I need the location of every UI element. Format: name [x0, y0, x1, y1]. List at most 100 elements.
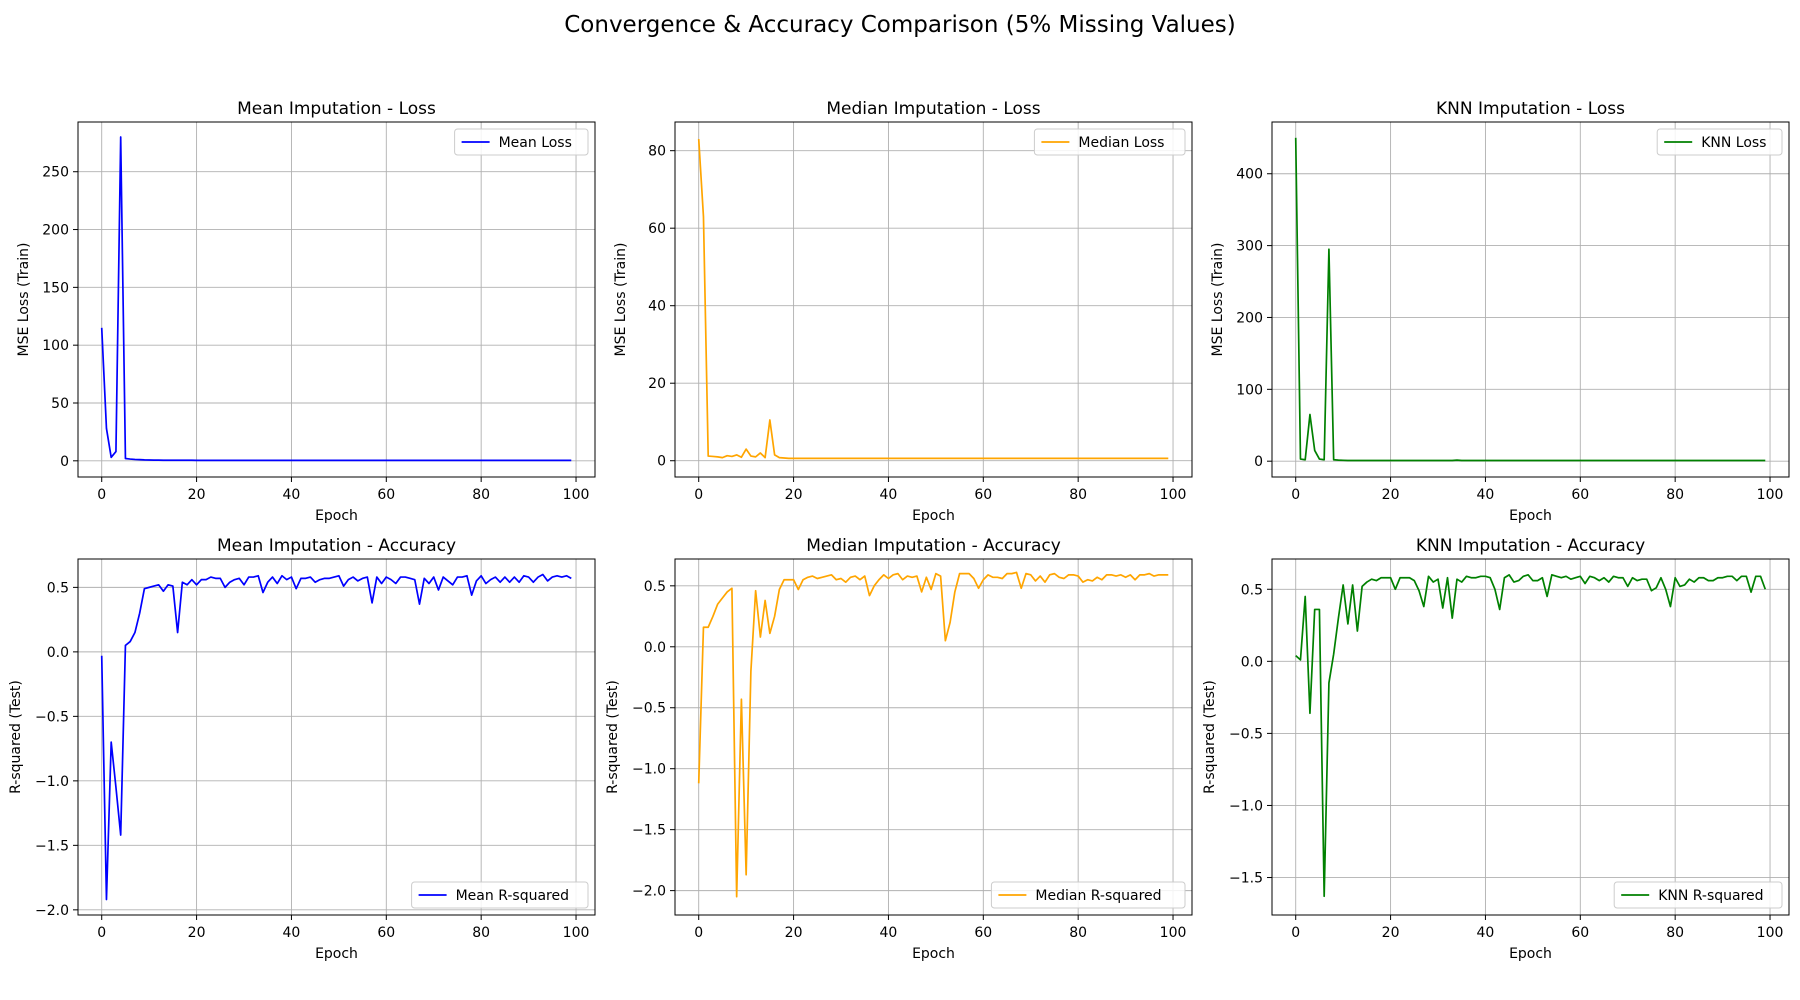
x-tick-label: 40 — [283, 925, 301, 941]
chart-panel-6: 0 20 40 60 80 100 −1.5 −1.0 −0.5 0.0 0.5 KNN Imputa… — [1202, 536, 1790, 962]
y-tick-label: −2.0 — [632, 884, 666, 900]
x-axis-label: Epoch — [912, 508, 955, 524]
y-tick-label: −0.5 — [35, 709, 69, 725]
legend-box — [990, 881, 1186, 909]
y-axis-label: MSE Loss (Train) — [1210, 243, 1226, 357]
x-axis-label: Epoch — [315, 508, 358, 524]
x-tick-label: 80 — [1069, 487, 1087, 503]
legend: KNN R-squared — [1613, 881, 1783, 909]
chart-panel-5: 0 20 40 60 80 100 −2.0 −1.5 −1.0 −0.5 0.0 0.5 Median… — [605, 536, 1193, 962]
x-tick-label: 60 — [1571, 925, 1589, 941]
axes-frame — [1271, 121, 1790, 478]
x-tick-label: 80 — [472, 925, 490, 941]
x-tick-label: 80 — [472, 487, 490, 503]
legend-label: Mean Loss — [499, 135, 572, 151]
x-tick-label: 40 — [880, 487, 898, 503]
x-tick-label: 40 — [1477, 487, 1495, 503]
series-line — [697, 138, 1169, 460]
series-line — [697, 571, 1169, 898]
y-tick-label: −0.5 — [632, 701, 666, 717]
x-tick-label: 20 — [1382, 925, 1400, 941]
x-tick-label: 40 — [880, 925, 898, 941]
y-tick-label: 200 — [1236, 310, 1263, 326]
y-tick-label: −2.0 — [35, 903, 69, 919]
x-tick-label: 60 — [377, 487, 395, 503]
x-axis-label: Epoch — [1509, 946, 1552, 962]
y-tick-label: 0.5 — [1241, 582, 1263, 598]
y-axis-label: MSE Loss (Train) — [16, 243, 32, 357]
x-tick-label: 80 — [1666, 487, 1684, 503]
x-tick-label: 0 — [97, 925, 106, 941]
legend: Median Loss — [1033, 128, 1186, 156]
y-tick-label: 150 — [42, 280, 69, 296]
legend: Mean Loss — [454, 128, 589, 156]
y-tick-label: 60 — [648, 221, 666, 237]
y-tick-label: 0 — [657, 454, 666, 470]
y-tick-label: 0.5 — [47, 580, 69, 596]
chart-panel-1: 0 20 40 60 80 100 0 50 100 150 200 250 Mean Imputati… — [16, 99, 596, 524]
x-tick-label: 100 — [1160, 487, 1187, 503]
chart-panel-4: 0 20 40 60 80 100 −2.0 −1.5 −1.0 −0.5 0.0 0.5 Mean I… — [8, 536, 596, 962]
x-tick-label: 40 — [1477, 925, 1495, 941]
series-line — [1294, 137, 1766, 462]
y-tick-label: 0.0 — [1241, 654, 1263, 670]
x-axis-label: Epoch — [315, 946, 358, 962]
x-tick-label: 60 — [1571, 487, 1589, 503]
y-tick-label: −1.5 — [632, 823, 666, 839]
axes-frame — [77, 558, 596, 916]
legend-label: KNN R-squared — [1658, 888, 1763, 904]
y-tick-label: −1.0 — [632, 762, 666, 778]
legend-label: Median Loss — [1078, 135, 1164, 151]
y-tick-label: 80 — [648, 144, 666, 160]
legend-box — [411, 881, 589, 909]
x-axis-label: Epoch — [912, 946, 955, 962]
y-tick-label: 250 — [42, 165, 69, 181]
y-tick-label: 0 — [60, 454, 69, 470]
y-axis-label: MSE Loss (Train) — [613, 243, 629, 357]
x-tick-label: 80 — [1666, 925, 1684, 941]
x-tick-label: 20 — [188, 487, 206, 503]
y-tick-label: 0.0 — [644, 640, 666, 656]
y-tick-label: 0.0 — [47, 645, 69, 661]
x-tick-label: 20 — [785, 487, 803, 503]
panel-title: Mean Imputation - Loss — [237, 99, 436, 119]
panel-title: Median Imputation - Loss — [826, 99, 1040, 119]
legend-box — [1033, 128, 1186, 156]
x-axis-label: Epoch — [1509, 508, 1552, 524]
x-tick-label: 80 — [1069, 925, 1087, 941]
legend-label: Median R-squared — [1035, 888, 1161, 904]
x-tick-label: 100 — [1160, 925, 1187, 941]
legend: Median R-squared — [990, 881, 1186, 909]
y-tick-label: 100 — [42, 338, 69, 354]
axes-frame — [77, 121, 596, 478]
panel-title: KNN Imputation - Loss — [1436, 99, 1625, 119]
x-tick-label: 60 — [974, 487, 992, 503]
x-tick-label: 60 — [974, 925, 992, 941]
x-tick-label: 0 — [694, 487, 703, 503]
x-tick-label: 0 — [1291, 925, 1300, 941]
legend: Mean R-squared — [411, 881, 589, 909]
chart-panel-2: 0 20 40 60 80 100 0 20 40 60 80 Median Imputation -… — [613, 99, 1193, 524]
figure-title: Convergence & Accuracy Comparison (5% Mi… — [564, 12, 1236, 38]
x-tick-label: 0 — [694, 925, 703, 941]
series-line — [100, 573, 572, 901]
axes-frame — [674, 558, 1193, 916]
panel-title: Median Imputation - Accuracy — [806, 536, 1061, 556]
y-tick-label: 0 — [1254, 454, 1263, 470]
x-tick-label: 100 — [563, 487, 590, 503]
y-tick-label: −1.5 — [35, 838, 69, 854]
x-tick-label: 20 — [785, 925, 803, 941]
x-tick-label: 100 — [1757, 925, 1784, 941]
y-tick-label: 100 — [1236, 382, 1263, 398]
axes-frame — [1271, 558, 1790, 916]
x-tick-label: 100 — [563, 925, 590, 941]
legend-box — [1613, 881, 1783, 909]
x-tick-label: 0 — [97, 487, 106, 503]
legend-label: Mean R-squared — [456, 888, 569, 904]
x-tick-label: 20 — [188, 925, 206, 941]
y-tick-label: −1.5 — [1229, 871, 1263, 887]
y-tick-label: −0.5 — [1229, 726, 1263, 742]
y-tick-label: 400 — [1236, 167, 1263, 183]
y-tick-label: 200 — [42, 223, 69, 239]
